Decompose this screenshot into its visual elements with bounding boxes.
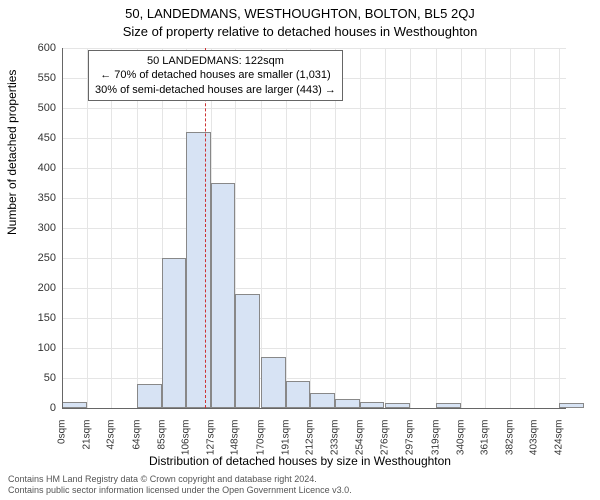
histogram-bar [261, 357, 286, 408]
gridline-h [62, 168, 566, 169]
gridline-v [485, 48, 486, 408]
gridline-v [137, 48, 138, 408]
gridline-v [360, 48, 361, 408]
gridline-h [62, 378, 566, 379]
annotation-line: 50 LANDEDMANS: 122sqm [95, 54, 336, 68]
gridline-h [62, 318, 566, 319]
gridline-v [410, 48, 411, 408]
histogram-bar [335, 399, 360, 408]
histogram-bar [137, 384, 162, 408]
xtick-label: 148sqm [230, 420, 241, 470]
chart-title-sub: Size of property relative to detached ho… [0, 24, 600, 39]
marker-line [205, 48, 206, 408]
gridline-v [261, 48, 262, 408]
xtick-label: 212sqm [305, 420, 316, 470]
ytick-label: 50 [16, 372, 56, 384]
gridline-v [559, 48, 560, 408]
gridline-v [510, 48, 511, 408]
gridline-v [385, 48, 386, 408]
x-axis-line [62, 408, 566, 409]
footer-line2: Contains public sector information licen… [8, 485, 352, 496]
xtick-label: 254sqm [354, 420, 365, 470]
xtick-label: 42sqm [106, 420, 117, 470]
gridline-h [62, 198, 566, 199]
xtick-label: 0sqm [57, 420, 68, 470]
histogram-bar [162, 258, 187, 408]
xtick-label: 276sqm [380, 420, 391, 470]
gridline-v [436, 48, 437, 408]
ytick-label: 100 [16, 342, 56, 354]
annotation-box: 50 LANDEDMANS: 122sqm← 70% of detached h… [88, 50, 343, 101]
ytick-label: 550 [16, 72, 56, 84]
xtick-label: 382sqm [504, 420, 515, 470]
ytick-label: 450 [16, 132, 56, 144]
xtick-label: 85sqm [156, 420, 167, 470]
gridline-v [534, 48, 535, 408]
histogram-bar [286, 381, 311, 408]
gridline-v [310, 48, 311, 408]
ytick-label: 350 [16, 192, 56, 204]
ytick-label: 300 [16, 222, 56, 234]
gridline-h [62, 108, 566, 109]
chart-title-main: 50, LANDEDMANS, WESTHOUGHTON, BOLTON, BL… [0, 6, 600, 21]
ytick-label: 600 [16, 42, 56, 54]
xtick-label: 191sqm [280, 420, 291, 470]
xtick-label: 340sqm [455, 420, 466, 470]
ytick-label: 500 [16, 102, 56, 114]
xtick-label: 21sqm [81, 420, 92, 470]
gridline-h [62, 228, 566, 229]
xtick-label: 319sqm [430, 420, 441, 470]
ytick-label: 400 [16, 162, 56, 174]
xtick-label: 361sqm [480, 420, 491, 470]
y-axis-line [62, 48, 63, 408]
histogram-bar [186, 132, 211, 408]
gridline-h [62, 348, 566, 349]
xtick-label: 297sqm [405, 420, 416, 470]
ytick-label: 200 [16, 282, 56, 294]
gridline-v [87, 48, 88, 408]
gridline-v [111, 48, 112, 408]
gridline-h [62, 258, 566, 259]
ytick-label: 0 [16, 402, 56, 414]
footer-line1: Contains HM Land Registry data © Crown c… [8, 474, 352, 485]
xtick-label: 233sqm [330, 420, 341, 470]
annotation-line: ← 70% of detached houses are smaller (1,… [95, 68, 336, 82]
footer-attribution: Contains HM Land Registry data © Crown c… [8, 474, 352, 496]
histogram-bar [310, 393, 335, 408]
xtick-label: 424sqm [553, 420, 564, 470]
histogram-bar [211, 183, 236, 408]
ytick-label: 250 [16, 252, 56, 264]
histogram-bar [235, 294, 260, 408]
gridline-h [62, 288, 566, 289]
gridline-v [286, 48, 287, 408]
xtick-label: 127sqm [205, 420, 216, 470]
plot-area: 50 LANDEDMANS: 122sqm← 70% of detached h… [62, 48, 566, 408]
xtick-label: 403sqm [529, 420, 540, 470]
gridline-v [461, 48, 462, 408]
xtick-label: 170sqm [256, 420, 267, 470]
annotation-line: 30% of semi-detached houses are larger (… [95, 83, 336, 97]
xtick-label: 64sqm [132, 420, 143, 470]
gridline-h [62, 48, 566, 49]
gridline-h [62, 138, 566, 139]
y-axis-label: Number of detached properties [5, 70, 19, 235]
ytick-label: 150 [16, 312, 56, 324]
gridline-v [335, 48, 336, 408]
xtick-label: 106sqm [181, 420, 192, 470]
